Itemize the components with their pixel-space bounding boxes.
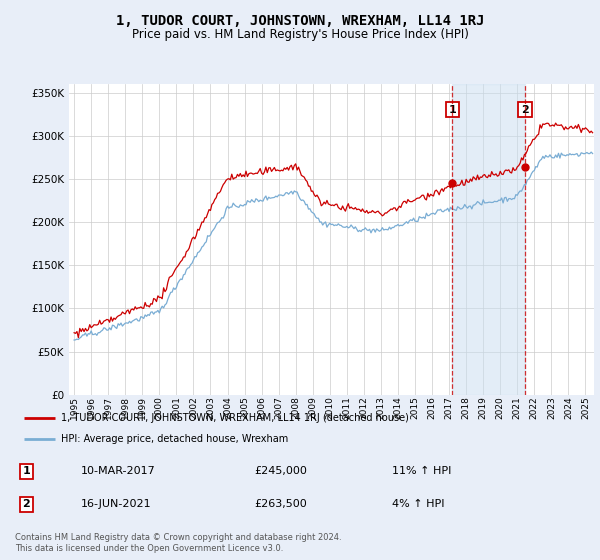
- Text: 4% ↑ HPI: 4% ↑ HPI: [392, 500, 445, 510]
- Text: 16-JUN-2021: 16-JUN-2021: [81, 500, 152, 510]
- Text: £263,500: £263,500: [254, 500, 307, 510]
- Text: Price paid vs. HM Land Registry's House Price Index (HPI): Price paid vs. HM Land Registry's House …: [131, 28, 469, 41]
- Text: 1, TUDOR COURT, JOHNSTOWN, WREXHAM, LL14 1RJ: 1, TUDOR COURT, JOHNSTOWN, WREXHAM, LL14…: [116, 14, 484, 28]
- Text: £245,000: £245,000: [254, 466, 307, 476]
- Text: 10-MAR-2017: 10-MAR-2017: [81, 466, 156, 476]
- Text: 1: 1: [23, 466, 30, 476]
- Bar: [452, 84, 525, 395]
- Text: HPI: Average price, detached house, Wrexham: HPI: Average price, detached house, Wrex…: [61, 435, 288, 444]
- Text: 1: 1: [448, 105, 456, 115]
- Text: 1, TUDOR COURT, JOHNSTOWN, WREXHAM, LL14 1RJ (detached house): 1, TUDOR COURT, JOHNSTOWN, WREXHAM, LL14…: [61, 413, 409, 423]
- Text: 11% ↑ HPI: 11% ↑ HPI: [392, 466, 452, 476]
- Text: Contains HM Land Registry data © Crown copyright and database right 2024.
This d: Contains HM Land Registry data © Crown c…: [15, 533, 341, 553]
- Text: 2: 2: [521, 105, 529, 115]
- Text: 2: 2: [23, 500, 30, 510]
